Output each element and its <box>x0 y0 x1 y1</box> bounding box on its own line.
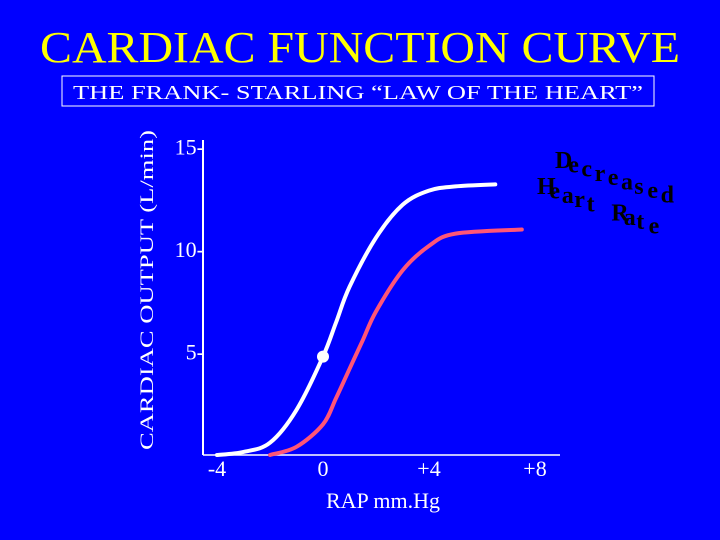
decreased-heart-rate-curve <box>268 227 524 457</box>
x-tick-label: 0 <box>318 456 329 481</box>
x-axis-label: RAP mm.Hg <box>326 488 440 513</box>
decreased-heart-rate-annotation: De c r e as e dHeart Rat e <box>537 148 675 240</box>
x-tick-label: +8 <box>523 456 546 481</box>
y-tick-label: 5- <box>186 340 204 365</box>
x-tick-label: +4 <box>417 456 440 481</box>
y-tick-label: 15- <box>175 135 204 160</box>
slide-title: CARDIAC FUNCTION CURVE <box>40 23 680 72</box>
annotation-text: De c r e as e dHeart Rat e <box>537 148 675 240</box>
subtitle-box <box>61 75 655 107</box>
normal-curve <box>215 182 498 457</box>
y-tick-label: 10- <box>175 237 204 262</box>
x-tick-label: -4 <box>208 456 226 481</box>
subtitle: THE FRANK- STARLING “LAW OF THE HEART” <box>73 82 643 104</box>
operating-point-marker <box>317 350 329 363</box>
y-axis-label: CARDIAC OUTPUT (L/min) <box>137 130 158 450</box>
